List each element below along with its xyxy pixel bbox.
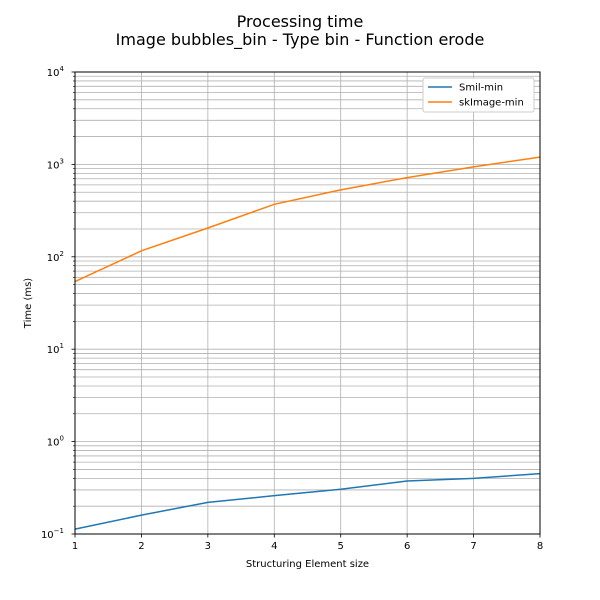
x-tick-label: 1 [72,541,78,552]
legend-label-smil-min: Smil-min [459,83,503,94]
series-line-smil-min [74,472,541,530]
legend: Smil-min skImage-min [422,77,535,113]
x-tick-label: 4 [271,541,277,552]
plot-frame [74,71,541,535]
grid [74,72,541,535]
series-lines [74,156,541,530]
chart-subtitle: Image bubbles_bin - Type bin - Function … [115,30,485,49]
y-tick-label: 10−1 [41,527,64,541]
x-tick-label: 7 [470,541,476,552]
x-tick-label: 5 [338,541,344,552]
x-axis-label: Structuring Element size [246,559,369,570]
y-tick-label: 104 [47,65,65,79]
chart-title: Processing time [236,12,364,31]
y-axis-label: Time (ms) [23,278,34,330]
x-tick-label: 6 [404,541,410,552]
x-tick-label: 8 [537,541,543,552]
axis-ticks: 1 2 3 4 5 6 7 8 10−1 100 101 102 103 104 [41,65,543,552]
y-tick-label: 102 [47,250,64,264]
y-tick-label: 103 [47,157,64,171]
legend-label-skimage-min: skImage-min [459,98,524,109]
y-tick-label: 100 [47,435,64,449]
x-tick-label: 3 [205,541,211,552]
series-line-skimage-min [74,156,541,283]
y-tick-label: 101 [47,342,64,356]
x-tick-label: 2 [138,541,144,552]
